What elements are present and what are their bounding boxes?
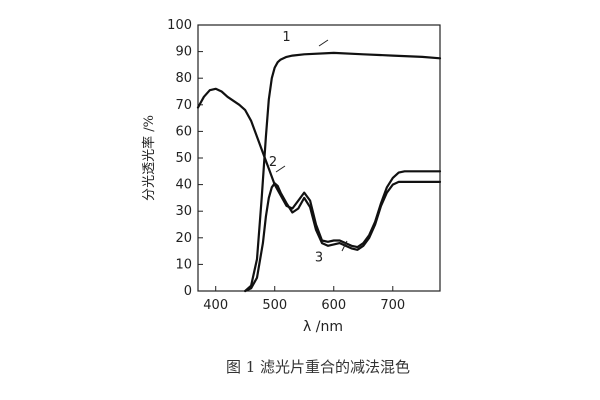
curve-label-1: 1 — [282, 30, 290, 45]
curve-leader-line — [341, 240, 348, 252]
curve-label-3: 3 — [315, 251, 323, 266]
y-tick-label: 0 — [184, 284, 192, 299]
series-line-2 — [196, 87, 442, 249]
y-tick-label: 10 — [175, 257, 192, 272]
y-tick-label: 30 — [175, 204, 192, 219]
series-line-1 — [244, 51, 442, 293]
y-tick-label: 50 — [175, 151, 192, 166]
y-tick-label: 70 — [175, 98, 192, 113]
series-line-3 — [244, 180, 442, 293]
x-axis-label: λ /nm — [303, 319, 343, 335]
x-tick-label: 400 — [203, 298, 228, 313]
y-tick-label: 20 — [175, 231, 192, 246]
y-tick-label: 60 — [175, 124, 192, 139]
curve-label-2: 2 — [269, 155, 277, 170]
x-tick-label: 700 — [380, 298, 405, 313]
curve-leader-line — [318, 39, 329, 47]
y-tick-label: 80 — [175, 71, 192, 86]
x-tick-label: 500 — [262, 298, 287, 313]
y-tick-label: 100 — [167, 18, 192, 33]
y-tick-label: 40 — [175, 178, 192, 193]
curve-leader-line — [275, 165, 286, 173]
y-axis-label: 分光透光率 /% — [141, 115, 157, 201]
x-tick-label: 600 — [321, 298, 346, 313]
y-tick-label: 90 — [175, 45, 192, 60]
figure-caption: 图 1 滤光片重合的减法混色 — [226, 358, 410, 376]
